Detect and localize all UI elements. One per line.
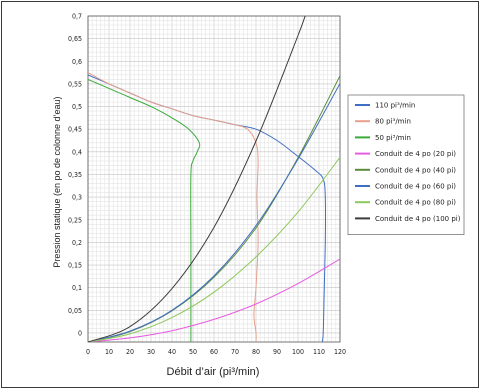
legend-label: Conduit de 4 po (100 pi) bbox=[375, 215, 461, 223]
x-tick-label: 80 bbox=[252, 348, 260, 356]
x-tick-label: 90 bbox=[273, 348, 281, 356]
y-tick-label: 0,55 bbox=[68, 80, 82, 88]
x-tick-label: 0 bbox=[86, 348, 90, 356]
x-axis-title: Débit d’air (pi³/min) bbox=[167, 366, 260, 378]
y-tick-label: 0,4 bbox=[72, 148, 82, 156]
series-line-4 bbox=[88, 258, 340, 342]
series-line-8 bbox=[88, 16, 306, 342]
legend-label: Conduit de 4 po (80 pi) bbox=[375, 199, 456, 207]
x-tick-label: 20 bbox=[126, 348, 134, 356]
y-tick-label: 0,3 bbox=[72, 194, 82, 202]
legend-label: 80 pi³/min bbox=[375, 118, 411, 126]
legend-label: Conduit de 4 po (60 pi) bbox=[375, 183, 456, 191]
x-tick-label: 50 bbox=[189, 348, 197, 356]
x-tick-label: 60 bbox=[210, 348, 218, 356]
x-tick-label: 100 bbox=[292, 348, 304, 356]
series-lines bbox=[88, 16, 340, 342]
y-tick-label: 0,6 bbox=[72, 58, 82, 66]
legend-label: 110 pi³/min bbox=[375, 102, 415, 110]
y-tick-label: 0,45 bbox=[68, 126, 82, 134]
x-tick-label: 40 bbox=[168, 348, 176, 356]
x-tick-label: 10 bbox=[105, 348, 113, 356]
series-line-3 bbox=[88, 78, 201, 342]
x-tick-label: 30 bbox=[147, 348, 155, 356]
y-tick-label: 0,25 bbox=[68, 216, 82, 224]
series-line-6 bbox=[88, 83, 340, 342]
y-tick-label: 0,05 bbox=[68, 307, 82, 315]
legend: 110 pi³/min 80 pi³/min 50 pi³/min Conduit d… bbox=[347, 94, 465, 235]
axes: 0 10 20 30 40 50 60 70 80 90 100 110 120 0 0,05 0,1 0,15… bbox=[68, 13, 346, 357]
y-axis-title: Pression statique (en po de colonne d’ea… bbox=[52, 96, 62, 267]
legend-box bbox=[347, 94, 465, 235]
x-tick-label: 120 bbox=[334, 348, 346, 356]
y-tick-label: 0,1 bbox=[72, 284, 82, 292]
x-tick-label: 70 bbox=[231, 348, 239, 356]
y-tick-label: 0,15 bbox=[68, 262, 82, 270]
y-tick-label: 0,65 bbox=[68, 35, 82, 43]
y-tick-label: 0 bbox=[78, 329, 82, 337]
legend-label: 50 pi³/min bbox=[375, 134, 411, 142]
series-line-2 bbox=[88, 72, 259, 342]
y-tick-label: 0,7 bbox=[72, 13, 82, 21]
y-tick-label: 0,35 bbox=[68, 171, 82, 179]
x-tick-label: 110 bbox=[313, 348, 325, 356]
plot-area-border bbox=[87, 15, 341, 343]
grid bbox=[87, 15, 341, 343]
legend-label: Conduit de 4 po (40 pi) bbox=[375, 166, 456, 174]
y-tick-label: 0,2 bbox=[72, 239, 82, 247]
legend-label: Conduit de 4 po (20 pi) bbox=[375, 150, 456, 158]
series-line-7 bbox=[88, 156, 340, 342]
y-tick-label: 0,5 bbox=[72, 103, 82, 111]
